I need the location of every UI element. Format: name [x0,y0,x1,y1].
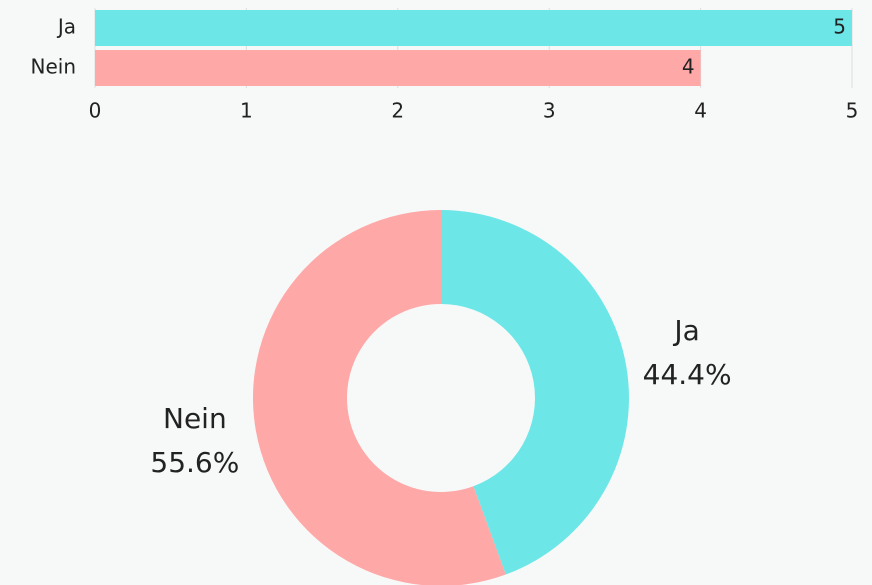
x-tick-label: 0 [89,99,102,123]
slice-value-label: 55.6% [150,446,239,479]
bar [95,50,701,86]
slice-label: Ja [672,314,699,347]
category-label: Nein [31,55,77,79]
x-tick-label: 4 [694,99,707,123]
x-tick-label: 3 [543,99,556,123]
donut-slice [253,210,506,585]
data-label: 4 [682,55,695,79]
x-tick-label: 1 [240,99,253,123]
slice-value-label: 44.4% [643,358,732,391]
bar [95,10,852,46]
x-tick-label: 2 [391,99,404,123]
data-label: 5 [833,15,846,39]
slice-label: Nein [163,402,227,435]
x-tick-label: 5 [846,99,859,123]
donut-slice [441,210,629,575]
category-label: Ja [56,15,76,39]
